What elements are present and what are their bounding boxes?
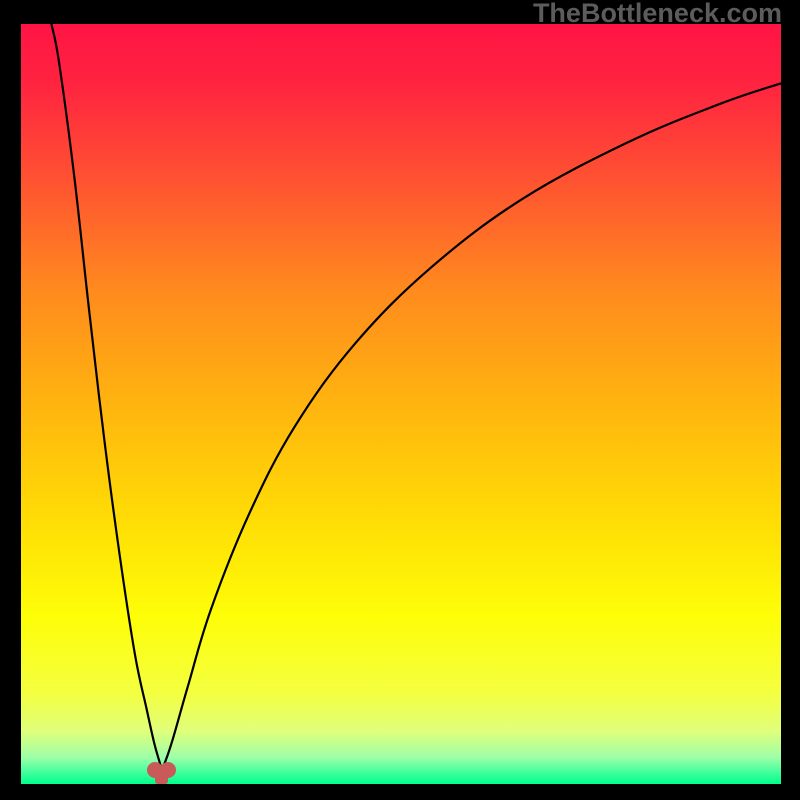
bottleneck-curve-left	[51, 24, 161, 769]
chart-canvas: TheBottleneck.com	[0, 0, 800, 800]
minimum-marker-lobe	[160, 762, 176, 778]
curve-layer	[21, 24, 781, 784]
watermark-text: TheBottleneck.com	[533, 0, 782, 29]
bottleneck-curve-right	[162, 83, 781, 769]
plot-area	[21, 24, 781, 784]
